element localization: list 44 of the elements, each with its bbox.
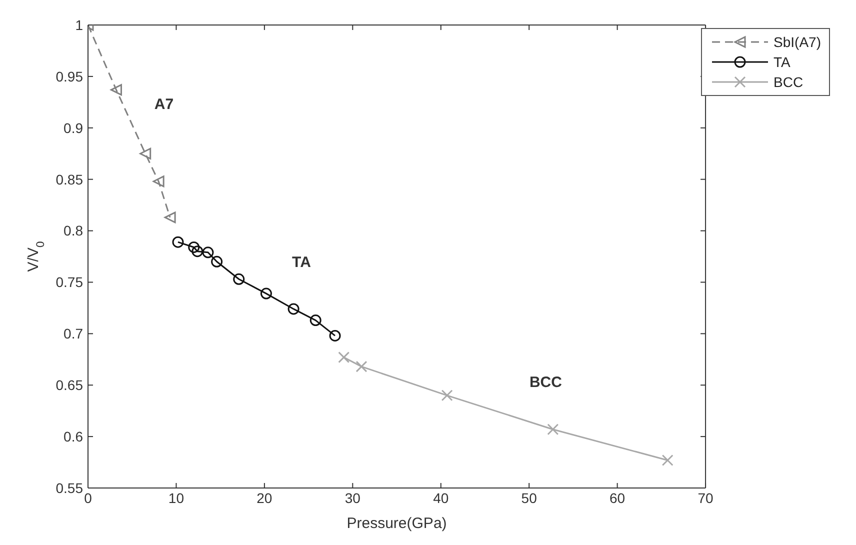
y-tick-label: 0.6 [64, 428, 84, 445]
point [211, 256, 223, 268]
y-tick-label: 0.55 [56, 480, 84, 496]
annotation: A7 [154, 96, 174, 114]
x-tick-label: 30 [344, 490, 361, 506]
legend-label: TA [774, 54, 790, 70]
y-tick-label: 0.9 [64, 120, 84, 136]
y-tick-label: 0.65 [56, 377, 84, 394]
point [152, 176, 164, 188]
y-tick-label: 1 [75, 16, 84, 33]
point [192, 246, 204, 258]
point [441, 390, 453, 402]
y-tick-label: 0.95 [56, 68, 84, 84]
x-tick-label: 70 [698, 490, 714, 506]
point [288, 303, 300, 315]
y-tick-label: 0.7 [64, 326, 84, 342]
x-tick-label: 20 [256, 490, 272, 506]
point [110, 84, 122, 96]
x-tick-label: 10 [168, 490, 184, 506]
point [233, 273, 245, 285]
x-tick-label: 60 [610, 490, 626, 506]
point [164, 212, 176, 224]
legend-label: SbI(A7) [774, 34, 821, 50]
y-tick-label: 0.85 [56, 171, 84, 188]
x-axis-title: Pressure(GPa) [346, 515, 447, 532]
point [172, 236, 184, 248]
legend-label: BCC [774, 74, 804, 90]
point [356, 360, 368, 372]
x-tick-label: 0 [84, 490, 92, 506]
point [310, 314, 322, 326]
annotation: TA [292, 254, 312, 271]
x-tick-label: 50 [521, 490, 538, 506]
y-tick-label: 0.75 [56, 274, 84, 290]
point [662, 454, 674, 466]
point [547, 424, 559, 436]
point [260, 288, 272, 300]
y-tick-label: 0.8 [64, 222, 84, 239]
point [188, 241, 200, 253]
point [202, 246, 214, 258]
x-tick-label: 40 [433, 490, 449, 506]
point [338, 352, 350, 364]
annotation: BCC [529, 374, 562, 391]
point [140, 148, 152, 160]
point [329, 330, 341, 342]
